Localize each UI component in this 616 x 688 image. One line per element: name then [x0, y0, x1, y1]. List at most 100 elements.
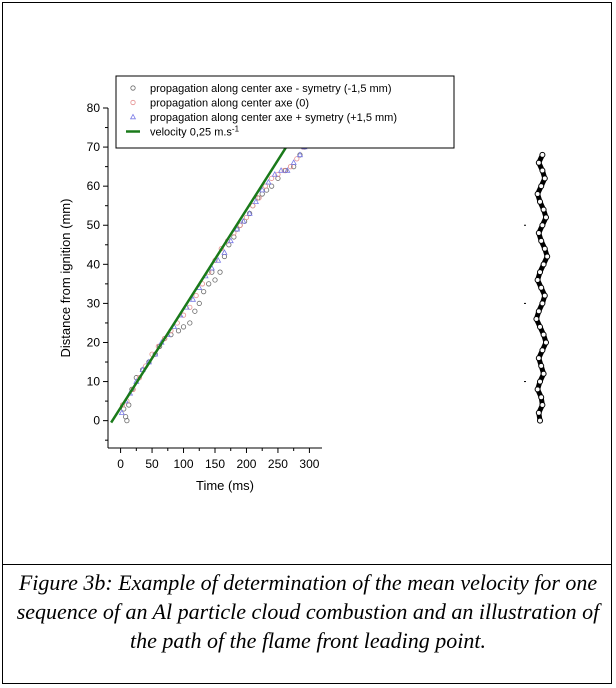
flame-path-point [537, 378, 543, 385]
flame-path-point [535, 409, 542, 416]
data-point [227, 237, 234, 244]
data-point [233, 225, 241, 232]
flame-path-point [535, 308, 542, 315]
data-point [187, 320, 193, 326]
data-point [212, 277, 218, 283]
fit-line-group [110, 134, 295, 424]
flame-path-point [543, 214, 549, 221]
flame-path-point [538, 362, 545, 369]
flame-path-point [539, 347, 546, 354]
data-point [262, 183, 268, 189]
flame-path-point [534, 276, 541, 283]
data-marks [118, 143, 308, 424]
data-point [294, 156, 300, 162]
data-point [287, 164, 294, 170]
legend-entry-1: propagation along center axe - symetry (… [130, 83, 392, 95]
flame-path-point [535, 159, 542, 166]
data-point [221, 253, 228, 260]
data-point [281, 167, 287, 174]
data-point [275, 175, 281, 181]
legend-marker [130, 85, 136, 91]
data-point [124, 418, 130, 424]
flame-path-point [540, 370, 547, 377]
flame-path-point [539, 167, 546, 174]
data-point [193, 292, 199, 299]
data-point [246, 210, 253, 216]
legend-label: propagation along center axe - symetry (… [150, 83, 392, 95]
legend-label: velocity 0,25 m.s-1 [150, 125, 240, 139]
velocity-fit-line [110, 134, 295, 424]
flame-path-point [541, 245, 548, 252]
data-point [250, 203, 256, 209]
legend-marker [130, 99, 136, 106]
chart: 0 50 100 150 200 250 300 0 10 20 30 40 50 60 70 80 Time … [58, 75, 551, 493]
flame-path-point [539, 402, 546, 409]
legend-marker [129, 113, 137, 120]
y-tick-label: 40 [87, 257, 101, 271]
data-point [252, 198, 259, 204]
y-tick-label: 30 [87, 296, 101, 310]
y-tick-label: 70 [87, 140, 101, 154]
x-tick-label: 100 [174, 457, 194, 471]
caption-divider [2, 564, 612, 565]
legend-entry-4: velocity 0,25 m.s-1 [126, 125, 240, 139]
x-tick-label: 250 [268, 457, 288, 471]
y-tick-label: 20 [87, 335, 101, 349]
data-point [118, 409, 125, 416]
flame-path-point [538, 183, 545, 190]
data-point [206, 281, 212, 287]
flame-path-point [537, 323, 543, 330]
flame-path-point [539, 300, 546, 307]
data-point [168, 332, 174, 338]
data-point [269, 183, 275, 189]
data-point [231, 234, 237, 240]
data-point [180, 312, 187, 318]
y-tick-label: 60 [87, 179, 101, 193]
legend-superscript: -1 [232, 125, 240, 134]
flame-path-point [539, 222, 546, 229]
data-point [180, 324, 187, 330]
data-point [259, 186, 266, 193]
flame-path-point [544, 253, 551, 260]
flame-path-point [533, 316, 540, 323]
series-1 [121, 144, 307, 424]
flame-path-point [543, 339, 549, 346]
data-point [196, 300, 202, 307]
data-point [189, 296, 197, 302]
flame-path-point [540, 206, 547, 213]
flame-path-point [538, 284, 545, 291]
flame-path-point [535, 230, 542, 237]
flame-path-point [540, 331, 547, 338]
data-point [175, 328, 182, 334]
data-point [201, 289, 207, 295]
x-tick-label: 0 [117, 457, 124, 471]
x-axis-title: Time (ms) [196, 478, 254, 493]
data-point [215, 256, 222, 263]
data-point [269, 175, 275, 181]
y-axis-title: Distance from ignition (mm) [58, 199, 73, 358]
data-point [221, 249, 228, 255]
data-point [275, 171, 281, 178]
flame-path-point [541, 175, 548, 182]
y-tick-label: 50 [87, 218, 101, 232]
series-2 [119, 144, 306, 408]
x-tick-label: 50 [145, 457, 159, 471]
legend: propagation along center axe - symetry (… [115, 75, 455, 149]
legend-label: propagation along center axe + symetry (… [150, 112, 397, 124]
data-point [187, 304, 193, 310]
flame-path-point [534, 386, 541, 393]
figure-caption: Figure 3b: Example of determination of t… [16, 570, 600, 653]
data-point [243, 214, 250, 221]
flame-path-inset [524, 151, 551, 424]
legend-entry-2: propagation along center axe (0) [130, 98, 309, 110]
data-point [256, 195, 262, 201]
data-point [296, 151, 304, 158]
data-point [192, 308, 198, 314]
flame-path-point [537, 198, 543, 205]
data-point [265, 178, 272, 185]
flame-path-point [540, 261, 547, 268]
data-point [290, 159, 297, 165]
y-tick-label: 10 [87, 375, 101, 389]
y-tick-label: 0 [93, 414, 100, 428]
flame-path-point [538, 394, 545, 401]
